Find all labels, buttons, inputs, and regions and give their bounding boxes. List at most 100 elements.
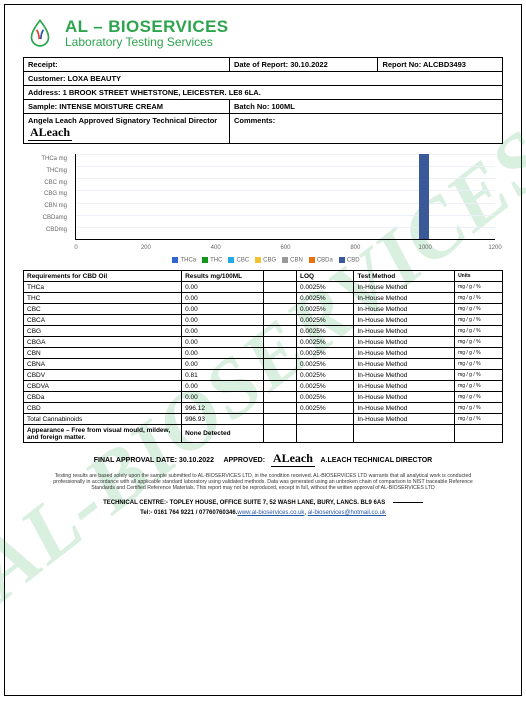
cell-result: 0.00	[182, 304, 263, 315]
cell-loq	[297, 414, 354, 425]
cell-loq: 0.0025%	[297, 403, 354, 414]
legend-label: THC	[210, 258, 222, 264]
approval-line: FINAL APPROVAL DATE: 30.10.2022 APPROVED…	[23, 451, 503, 467]
col-req: Requirements for CBD Oil	[24, 271, 182, 282]
cell-name: CBG	[24, 326, 182, 337]
comments: Comments:	[229, 114, 502, 144]
chart-xtick: 800	[350, 245, 360, 251]
cell-units: mg / g / %	[455, 414, 503, 425]
tel: Tel:- 0161 764 9221 / 07760760346.	[140, 510, 237, 516]
cell-name: THC	[24, 293, 182, 304]
table-row: CBNA0.000.0025%In-House Methodmg / g / %	[24, 359, 503, 370]
chart-ylabel: CBG mg	[23, 191, 71, 197]
cell-method: In-House Method	[354, 304, 455, 315]
cell-units: mg / g / %	[455, 403, 503, 414]
cell-blank	[263, 282, 297, 293]
cell-loq: 0.0025%	[297, 381, 354, 392]
cell-method: In-House Method	[354, 293, 455, 304]
cell-name: Total Cannabinoids	[24, 414, 182, 425]
website-link[interactable]: www.al-bioservices.co.uk	[237, 510, 304, 516]
cell-result: 0.81	[182, 370, 263, 381]
chart-xtick: 200	[141, 245, 151, 251]
col-method: Test Method	[354, 271, 455, 282]
batch: Batch No: 100ML	[229, 100, 502, 114]
legend-swatch	[255, 257, 261, 263]
cell-method: In-House Method	[354, 348, 455, 359]
cell-appearance-req: Appearance – Free from visual mould, mil…	[24, 425, 182, 443]
chart-ylabel: CBC mg	[23, 180, 71, 186]
cell-method: In-House Method	[354, 414, 455, 425]
cell-method: In-House Method	[354, 392, 455, 403]
approved-label: APPROVED:	[223, 457, 265, 464]
date-report: Date of Report: 30.10.2022	[229, 58, 377, 72]
cell-method: In-House Method	[354, 359, 455, 370]
chart-xtick: 1200	[488, 245, 501, 251]
cell-name: CBCA	[24, 315, 182, 326]
cell-units: mg / g / %	[455, 315, 503, 326]
chart-bar-cbd	[419, 154, 429, 239]
cell-result: 996.12	[182, 403, 263, 414]
table-row: CBG0.000.0025%In-House Methodmg / g / %	[24, 326, 503, 337]
cell-result: 0.00	[182, 348, 263, 359]
table-row-appearance: Appearance – Free from visual mould, mil…	[24, 425, 503, 443]
chart-xtick: 0	[74, 245, 77, 251]
company-logo-icon	[23, 17, 57, 51]
cell-blank	[263, 392, 297, 403]
table-row: CBGA0.000.0025%In-House Methodmg / g / %	[24, 337, 503, 348]
cell-method: In-House Method	[354, 282, 455, 293]
cell-loq: 0.0025%	[297, 337, 354, 348]
cell-units: mg / g / %	[455, 359, 503, 370]
email-link[interactable]: al-bioservices@hotmail.co.uk	[308, 510, 386, 516]
col-loq: LOQ	[297, 271, 354, 282]
legend-swatch	[172, 257, 178, 263]
cell-result: 0.00	[182, 392, 263, 403]
cell-units: mg / g / %	[455, 304, 503, 315]
legend-label: CBDa	[317, 258, 333, 264]
cell-result: 996.93	[182, 414, 263, 425]
cell-blank	[263, 381, 297, 392]
chart-ylabel: THCa mg	[23, 156, 71, 162]
table-row: CBDa0.000.0025%In-House Methodmg / g / %	[24, 392, 503, 403]
cell-name: CBC	[24, 304, 182, 315]
cell-name: CBD	[24, 403, 182, 414]
cell-appearance-res: None Detected	[182, 425, 263, 443]
letterhead: AL – BIOSERVICES Laboratory Testing Serv…	[23, 17, 503, 51]
cell-result: 0.00	[182, 282, 263, 293]
approval-signature: ALeach	[271, 451, 315, 467]
company-name: AL – BIOSERVICES	[65, 18, 229, 35]
receipt-label: Receipt:	[24, 58, 230, 72]
table-row: CBDV0.810.0025%In-House Methodmg / g / %	[24, 370, 503, 381]
legend-swatch	[282, 257, 288, 263]
cell-blank	[263, 293, 297, 304]
table-row: THC0.000.0025%In-House Methodmg / g / %	[24, 293, 503, 304]
table-row: THCa0.000.0025%In-House Methodmg / g / %	[24, 282, 503, 293]
cell-name: CBDVA	[24, 381, 182, 392]
legend-label: CBN	[290, 258, 303, 264]
cell-units: mg / g / %	[455, 293, 503, 304]
legend-label: CBD	[347, 258, 360, 264]
sample: Sample: INTENSE MOISTURE CREAM	[24, 100, 230, 114]
cell-blank	[263, 315, 297, 326]
cell-blank	[263, 326, 297, 337]
table-row: CBDVA0.000.0025%In-House Methodmg / g / …	[24, 381, 503, 392]
cell-blank	[263, 403, 297, 414]
cell-name: CBN	[24, 348, 182, 359]
cell-blank	[263, 414, 297, 425]
cell-result: 0.00	[182, 337, 263, 348]
cell-units: mg / g / %	[455, 282, 503, 293]
approval-who: A.LEACH TECHNICAL DIRECTOR	[320, 457, 432, 464]
cell-method: In-House Method	[354, 315, 455, 326]
cell-name: THCa	[24, 282, 182, 293]
chart-xtick: 600	[280, 245, 290, 251]
cell-result: 0.00	[182, 381, 263, 392]
cell-loq: 0.0025%	[297, 315, 354, 326]
chart-ylabel: CBDamg	[23, 215, 71, 221]
col-units: Units	[455, 271, 503, 282]
cell-name: CBNA	[24, 359, 182, 370]
signatory-title: Angela Leach Approved Signatory Technica…	[24, 114, 230, 144]
legend-label: THCa	[180, 258, 196, 264]
address: Address: 1 BROOK STREET WHETSTONE, LEICE…	[24, 86, 503, 100]
legend-label: CBG	[263, 258, 276, 264]
legend-swatch	[202, 257, 208, 263]
cell-blank	[263, 304, 297, 315]
